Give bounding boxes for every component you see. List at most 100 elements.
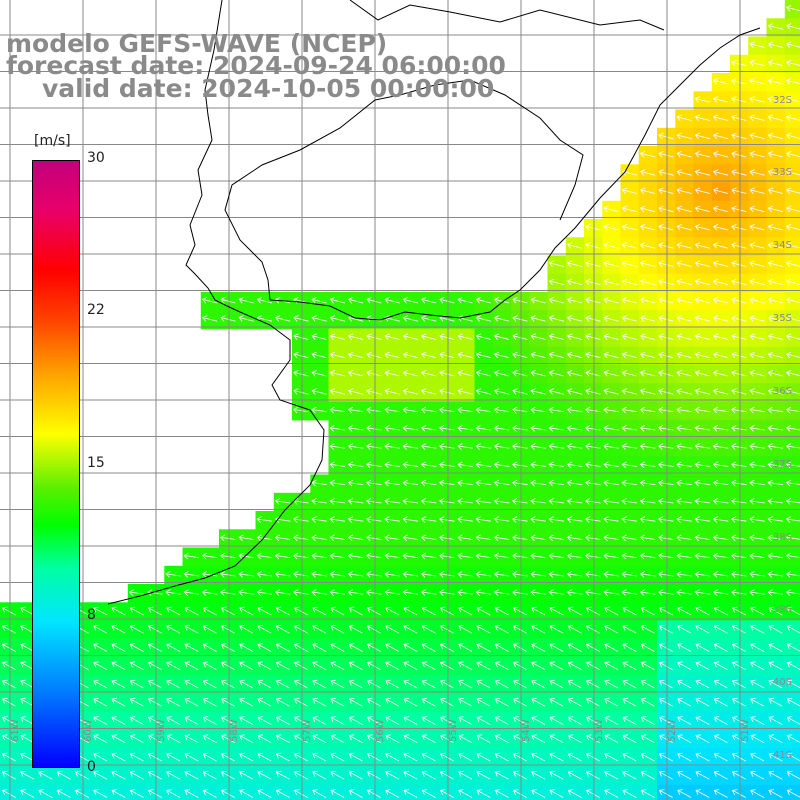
wind-arrow [639, 297, 656, 304]
wind-arrow [786, 679, 800, 689]
wind-arrow [402, 406, 419, 414]
wind-arrow [621, 333, 637, 340]
wind-arrow [493, 388, 510, 395]
wind-arrow [457, 297, 473, 304]
wind-arrow [567, 661, 582, 671]
wind-arrow [512, 552, 528, 560]
wind-arrow [458, 789, 473, 798]
field-cell [620, 784, 640, 800]
wind-arrow [695, 679, 710, 689]
wind-arrow [402, 516, 419, 523]
wind-arrow [749, 242, 765, 249]
wind-arrow [239, 716, 254, 725]
wind-arrow [548, 333, 564, 340]
wind-arrow [785, 425, 800, 432]
wind-arrow [567, 752, 582, 762]
wind-arrow [201, 589, 218, 596]
wind-arrow [220, 297, 236, 304]
wind-arrow [20, 697, 35, 707]
wind-arrow [293, 624, 308, 634]
wind-arrow [274, 571, 291, 578]
wind-arrow [512, 388, 528, 395]
wind-arrow [439, 606, 454, 616]
wind-arrow [475, 297, 491, 304]
wind-arrow [458, 624, 473, 634]
wind-arrow [1, 606, 16, 616]
field-cell [784, 456, 800, 476]
wind-arrow [585, 534, 601, 542]
wind-arrow [750, 789, 765, 798]
wind-arrow [731, 96, 747, 103]
wind-arrow [731, 315, 747, 322]
wind-arrow [566, 461, 583, 469]
wind-arrow [239, 734, 254, 744]
wind-arrow [439, 571, 455, 578]
wind-arrow [147, 643, 162, 652]
wind-arrow [677, 716, 692, 725]
wind-arrow [293, 734, 308, 744]
wind-arrow [767, 351, 783, 359]
wind-arrow [493, 589, 510, 596]
field-cell [54, 784, 74, 800]
wind-arrow [220, 679, 235, 689]
wind-arrow [676, 242, 692, 249]
lat-label-34s: 34S [772, 240, 792, 251]
wind-arrow [713, 606, 728, 616]
wind-arrow [476, 661, 491, 671]
wind-arrow [184, 679, 199, 689]
wind-arrow [347, 406, 364, 414]
wind-arrow [275, 624, 290, 634]
wind-arrow [658, 370, 674, 377]
wind-arrow [604, 716, 619, 725]
wind-arrow [639, 571, 656, 578]
wind-arrow [402, 498, 419, 505]
wind-arrow [348, 770, 363, 780]
wind-arrow [640, 697, 655, 707]
wind-arrow [312, 734, 327, 744]
wind-arrow [585, 370, 601, 377]
wind-arrow [348, 752, 363, 762]
wind-arrow [1, 770, 16, 780]
wind-arrow [439, 351, 455, 359]
wind-arrow [329, 552, 346, 560]
wind-arrow [749, 370, 765, 377]
wind-arrow [749, 425, 765, 432]
wind-arrow [677, 679, 692, 689]
wind-arrow [676, 388, 692, 395]
wind-arrow [439, 589, 455, 596]
field-cell [784, 273, 800, 293]
wind-arrow [566, 297, 583, 304]
wind-arrow [457, 498, 473, 505]
colorbar-tick-8: 8 [87, 607, 96, 623]
wind-arrow [585, 752, 600, 762]
wind-arrow [676, 516, 692, 523]
wind-arrow [567, 606, 582, 616]
wind-arrow [676, 278, 692, 286]
wind-arrow [20, 789, 35, 798]
wind-arrow [312, 643, 327, 652]
wind-arrow [767, 425, 784, 432]
wind-arrow [548, 370, 564, 377]
wind-arrow [786, 770, 800, 780]
wind-arrow [658, 752, 673, 762]
wind-arrow [639, 589, 656, 596]
wind-arrow [166, 606, 181, 616]
wind-arrow [147, 697, 162, 707]
field-cell [784, 146, 800, 165]
wind-arrow [439, 552, 455, 560]
wind-arrow [93, 606, 108, 616]
wind-arrow [220, 770, 235, 780]
wind-arrow [439, 388, 455, 395]
wind-arrow [785, 461, 800, 469]
wind-arrow [385, 697, 400, 707]
wind-arrow [713, 661, 728, 671]
wind-arrow [785, 370, 800, 377]
wind-arrow [713, 679, 728, 689]
wind-arrow [767, 260, 783, 267]
wind-arrow [384, 552, 400, 560]
wind-arrow [238, 571, 254, 578]
wind-arrow [238, 315, 254, 322]
wind-arrow [566, 242, 583, 249]
wind-arrow [712, 242, 729, 249]
wind-arrow [530, 552, 546, 560]
